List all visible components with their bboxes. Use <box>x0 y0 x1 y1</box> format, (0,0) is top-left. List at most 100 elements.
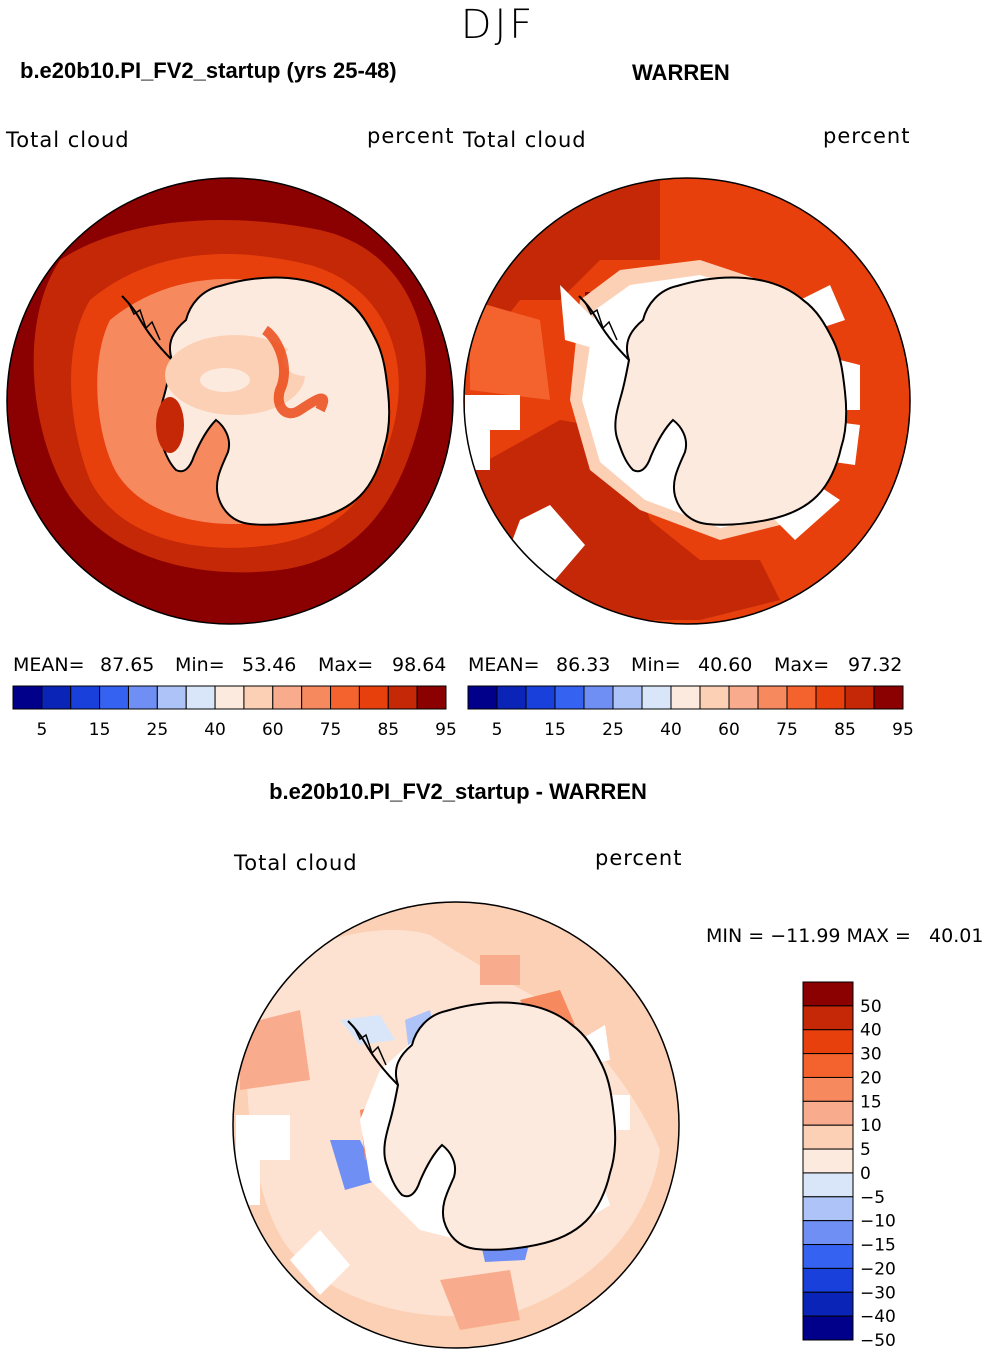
colorbar-a-swatch <box>301 685 332 710</box>
colorbar-b-swatch <box>844 685 875 710</box>
colorbar-b-swatch <box>786 685 817 710</box>
colorbar-a-tick-label: 25 <box>147 720 169 740</box>
colorbar-diff-swatch <box>802 1053 854 1078</box>
colorbar-a-tick-label: 40 <box>204 720 226 740</box>
colorbar-b-tick-label: 25 <box>602 720 624 740</box>
panel-a-min-label: Min= <box>175 654 225 676</box>
colorbar-diff-swatch <box>802 1100 854 1126</box>
colorbar-a-tick-label: 15 <box>89 720 111 740</box>
colorbar-a-tick-label: 95 <box>435 720 457 740</box>
colorbar-b-tick-label: 60 <box>718 720 740 740</box>
panel-a-max-value: 98.64 <box>392 654 447 676</box>
colorbar-b-swatch <box>467 685 498 710</box>
colorbar-diff-tick-label: −15 <box>860 1236 896 1256</box>
panel-b-max-value: 97.32 <box>848 654 903 676</box>
colorbar-diff-swatch <box>802 1267 854 1293</box>
colorbar-b-swatch <box>728 685 759 710</box>
diff-units-label: percent <box>595 846 683 870</box>
colorbar-b-swatch <box>757 685 788 710</box>
colorbar-a-tick-label: 85 <box>377 720 399 740</box>
colorbar-a-swatch <box>243 685 274 710</box>
panel-a-field-label: Total cloud <box>6 128 130 152</box>
colorbar-diff-swatch <box>802 1076 854 1102</box>
colorbar-a-swatch <box>358 685 389 710</box>
panel-b-max-label: Max= <box>774 654 830 676</box>
panel-b-min-label: Min= <box>631 654 681 676</box>
colorbar-b-swatch <box>583 685 614 710</box>
colorbar-a: 5 15 25 40 60 75 85 95 <box>12 685 457 740</box>
colorbar-diff-tick-label: 20 <box>860 1068 882 1088</box>
colorbar-b-swatch <box>554 685 585 710</box>
map-panel-b <box>463 177 911 625</box>
panel-a-mean-value: 87.65 <box>100 654 155 676</box>
colorbar-a-swatch <box>330 685 360 710</box>
colorbar-a-swatch <box>70 685 101 710</box>
diff-title: b.e20b10.PI_FV2_startup - WARREN <box>269 779 647 804</box>
colorbar-a-swatch <box>12 685 43 710</box>
colorbar-a-swatch <box>185 685 216 710</box>
colorbar-b-swatch <box>496 685 527 710</box>
colorbar-a-tick-label: 60 <box>262 720 284 740</box>
colorbar-b-swatch <box>699 685 730 710</box>
colorbar-diff-tick-label: 5 <box>860 1140 871 1160</box>
colorbar-diff-swatch <box>802 1124 854 1150</box>
panel-a-units-label: percent <box>367 124 455 148</box>
map-panel-a <box>6 177 454 625</box>
colorbar-diff-swatch <box>802 1244 854 1269</box>
panel-b-field-label: Total cloud <box>463 128 587 152</box>
colorbar-b-tick-label: 5 <box>492 720 503 740</box>
colorbar-b: 5 15 25 40 60 75 85 95 <box>467 685 914 740</box>
panel-a-max-label: Max= <box>318 654 374 676</box>
colorbar-diff-tick-label: −10 <box>860 1212 896 1232</box>
colorbar-a-swatch <box>156 685 187 710</box>
colorbar-diff-tick-label: 10 <box>860 1116 882 1136</box>
colorbar-b-tick-label: 15 <box>544 720 566 740</box>
colorbar-b-swatch <box>873 685 904 710</box>
colorbar-diff-tick-label: −40 <box>860 1307 896 1327</box>
colorbar-b-tick-label: 95 <box>892 720 914 740</box>
panel-a-mean-label: MEAN= <box>13 654 85 676</box>
colorbar-diff-tick-label: −30 <box>860 1283 896 1303</box>
colorbar-diff-swatch <box>802 1005 854 1031</box>
colorbar-diff-tick-label: −50 <box>860 1331 896 1351</box>
colorbar-diff-swatch <box>802 1196 854 1222</box>
colorbar-diff-swatch <box>802 1029 854 1055</box>
colorbar-diff-swatch <box>802 981 854 1007</box>
panel-b-title: WARREN <box>632 60 730 85</box>
colorbar-b-swatch <box>670 685 701 710</box>
colorbar-diff-swatch <box>802 1172 854 1198</box>
map-panel-diff <box>232 901 680 1349</box>
colorbar-b-tick-label: 75 <box>776 720 798 740</box>
colorbar-a-swatch <box>272 685 303 710</box>
colorbar-b-tick-label: 40 <box>660 720 682 740</box>
colorbar-a-swatch <box>416 685 447 710</box>
colorbar-a-swatch <box>41 685 72 710</box>
colorbar-b-swatch <box>815 685 846 710</box>
panel-b-min-value: 40.60 <box>698 654 753 676</box>
diff-field-label: Total cloud <box>234 851 358 875</box>
colorbar-a-swatch <box>99 685 129 710</box>
colorbar-a-swatch <box>127 685 158 710</box>
colorbar-b-swatch <box>612 685 643 710</box>
colorbar-diff-tick-label: 50 <box>860 997 882 1017</box>
colorbar-diff-tick-label: −5 <box>860 1188 885 1208</box>
colorbar-diff-swatch <box>802 1148 854 1174</box>
panel-a-min-value: 53.46 <box>242 654 297 676</box>
season-title: DJF <box>460 2 536 48</box>
colorbar-diff-tick-label: 15 <box>860 1092 882 1112</box>
colorbar-b-swatch <box>525 685 556 710</box>
panel-b-mean-label: MEAN= <box>468 654 540 676</box>
diff-minmax-text: MIN = −11.99 MAX = 40.01 <box>706 925 984 947</box>
colorbar-diff-tick-label: 0 <box>860 1164 871 1184</box>
panel-b-mean-value: 86.33 <box>556 654 611 676</box>
colorbar-diff-swatch <box>802 1291 854 1317</box>
panel-a-title: b.e20b10.PI_FV2_startup (yrs 25-48) <box>20 58 397 83</box>
colorbar-diff-tick-label: 40 <box>860 1021 882 1041</box>
panel-b-units-label: percent <box>823 124 911 148</box>
colorbar-diff-swatch <box>802 1315 854 1341</box>
colorbar-a-swatch <box>387 685 418 710</box>
colorbar-diff-swatch <box>802 1220 854 1246</box>
colorbar-b-swatch <box>641 685 672 710</box>
colorbar-a-swatch <box>214 685 245 710</box>
